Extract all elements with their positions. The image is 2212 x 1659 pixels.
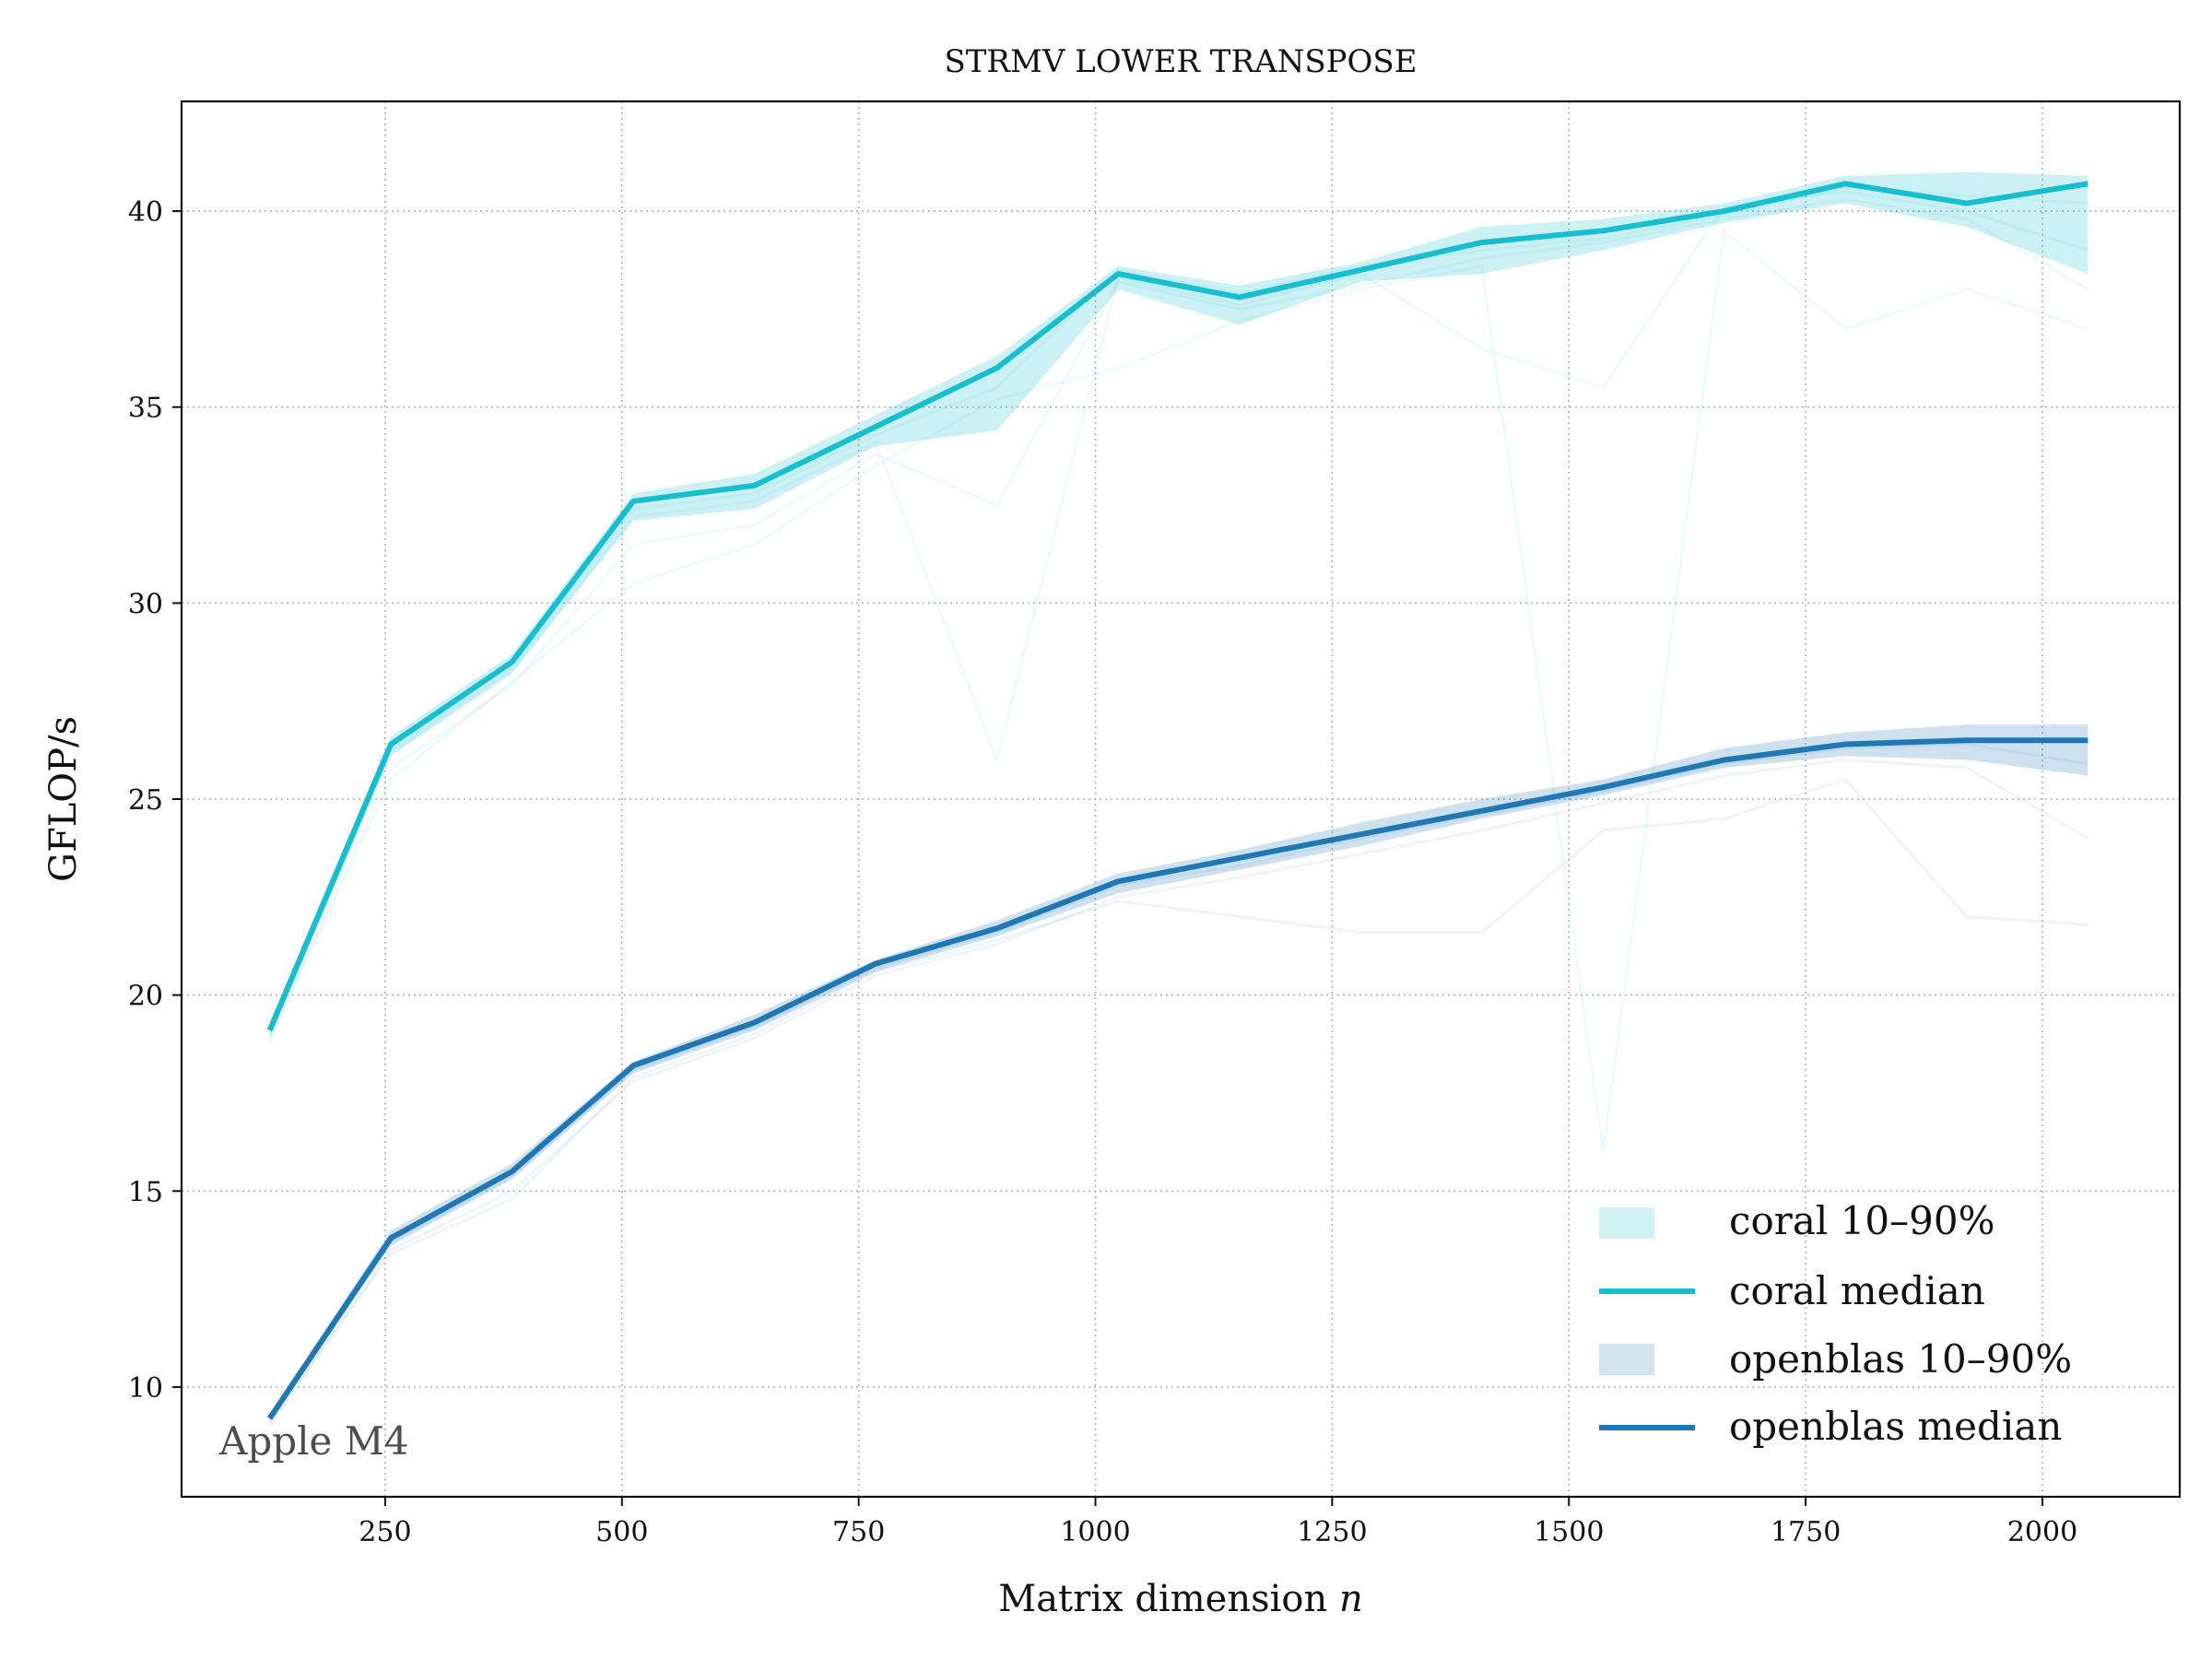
openblas-trial-line xyxy=(268,742,2088,1419)
openblas-median-line xyxy=(267,737,2088,1420)
y-tick-label: 20 xyxy=(128,981,163,1013)
x-tick-label: 2000 xyxy=(2007,1516,2077,1548)
legend-label-openblas-band: openblas 10–90% xyxy=(1729,1336,2072,1382)
x-axis-label: Matrix dimension n xyxy=(998,1578,1362,1620)
x-tick-label: 1750 xyxy=(1771,1516,1841,1548)
y-tick-label: 30 xyxy=(128,588,163,620)
openblas-trial-line xyxy=(268,777,2088,1424)
coral-median-line xyxy=(266,181,2088,1032)
legend-label-coral-median: coral median xyxy=(1729,1268,1985,1313)
x-axis-label-text: Matrix dimension xyxy=(998,1578,1327,1620)
x-axis-label-variable: n xyxy=(1339,1578,1363,1620)
bands xyxy=(269,171,2088,1423)
openblas-trial-line xyxy=(268,758,2089,1428)
y-tick-label: 35 xyxy=(128,393,163,425)
x-tick-label: 750 xyxy=(832,1516,885,1548)
coral-trial-line xyxy=(268,228,2088,1153)
plot-frame xyxy=(180,100,2182,1499)
x-tick-label: 500 xyxy=(595,1516,648,1548)
y-tick-label: 15 xyxy=(128,1176,163,1208)
legend: coral 10–90% coral median openblas 10–90… xyxy=(1599,1198,2072,1449)
y-tick-label: 10 xyxy=(128,1372,163,1405)
openblas-band-area xyxy=(269,724,2088,1423)
median-lines xyxy=(266,181,2088,1420)
x-tick-label: 250 xyxy=(359,1516,411,1548)
x-ticks: 250 500 750 1000 1250 1500 1750 2000 xyxy=(359,1497,2077,1548)
device-annotation: Apple M4 xyxy=(218,1418,408,1464)
y-ticks: 10 15 20 25 30 35 40 xyxy=(128,196,182,1405)
x-tick-label: 1000 xyxy=(1060,1516,1130,1548)
x-tick-label: 1250 xyxy=(1297,1516,1367,1548)
legend-swatch-coral-band xyxy=(1599,1207,1654,1239)
legend-label-coral-band: coral 10–90% xyxy=(1729,1198,1995,1243)
y-axis-label: GFLOP/s xyxy=(42,716,85,882)
y-tick-label: 25 xyxy=(128,784,163,817)
coral-trial-line xyxy=(268,197,2089,1043)
grid xyxy=(182,101,2180,1497)
coral-trial-line xyxy=(268,186,2088,1028)
y-tick-label: 40 xyxy=(128,196,163,229)
chart-title: STRMV LOWER TRANSPOSE xyxy=(944,43,1417,80)
legend-swatch-openblas-band xyxy=(1599,1344,1654,1375)
x-tick-label: 1500 xyxy=(1534,1516,1604,1548)
legend-label-openblas-median: openblas median xyxy=(1729,1404,2062,1449)
